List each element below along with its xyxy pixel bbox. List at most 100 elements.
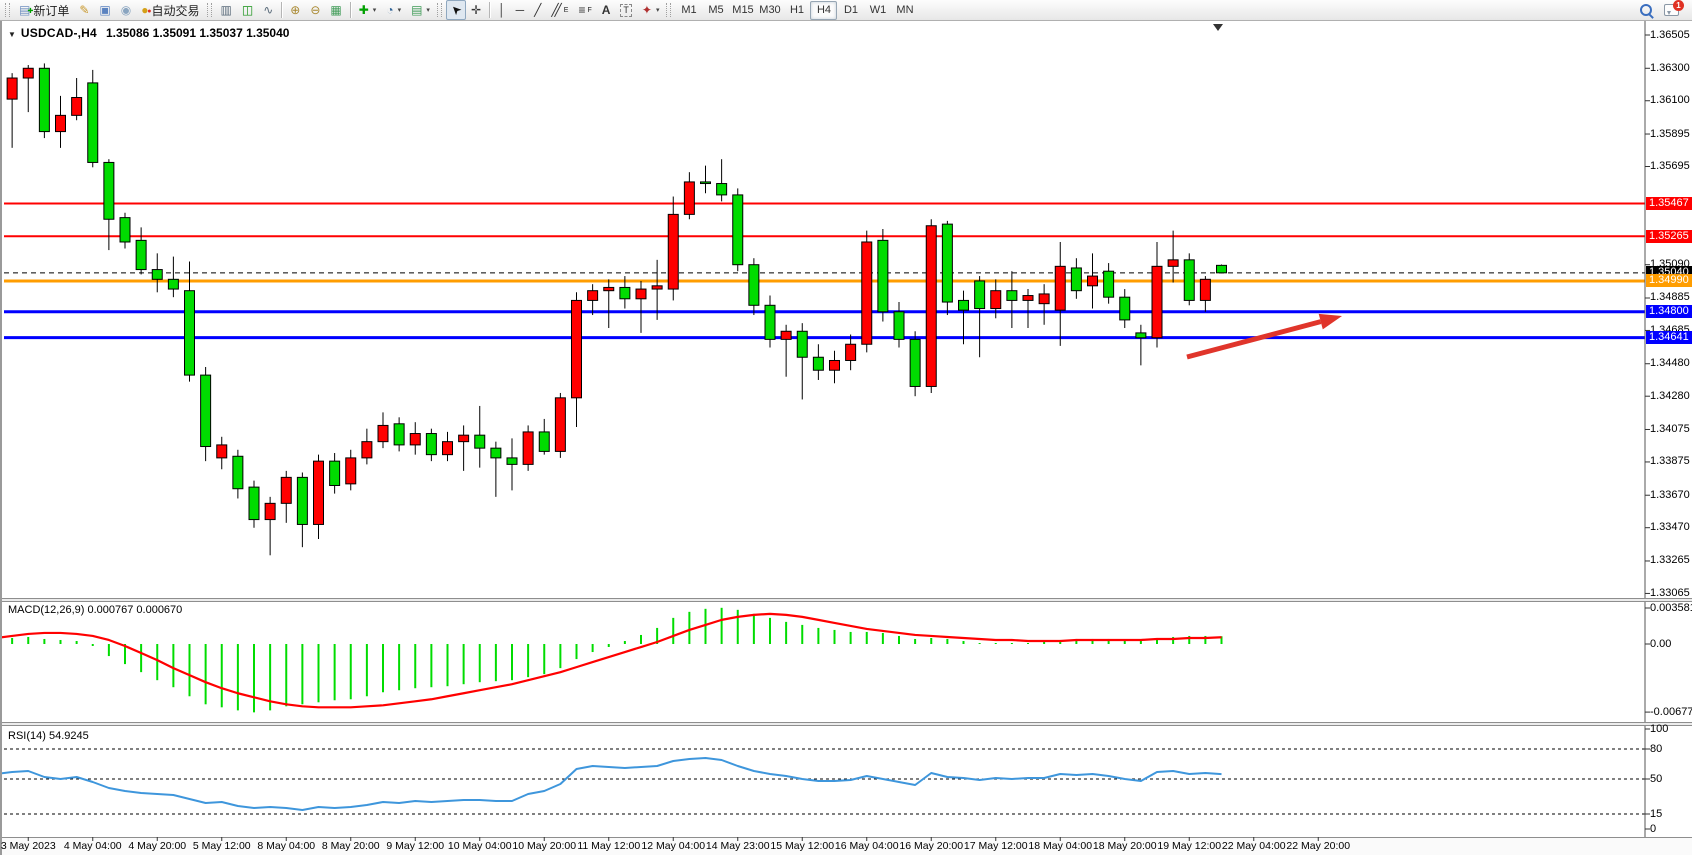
candle: [216, 444, 228, 459]
candle: [748, 264, 760, 306]
crosshair-button[interactable]: ✛: [466, 0, 486, 20]
cursor-button[interactable]: ➤: [445, 0, 466, 20]
price-level-badge: 1.35265: [1646, 229, 1692, 243]
time-axis-label[interactable]: 15 May 12:00: [770, 840, 835, 852]
zoom-out-button[interactable]: ⊖: [305, 0, 325, 20]
pane-splitter-rsi[interactable]: [0, 722, 1692, 726]
price-axis-label: 1.34480: [1650, 357, 1690, 370]
candle: [732, 194, 744, 266]
timeframe-button-h4[interactable]: H4: [810, 0, 838, 20]
candle: [167, 278, 179, 290]
autotrade-label: 自动交易: [151, 3, 200, 18]
candle: [1022, 295, 1034, 301]
pane-splitter-macd[interactable]: [0, 598, 1692, 602]
candle: [345, 457, 357, 485]
time-axis-label[interactable]: 10 May 04:00: [447, 840, 512, 852]
window-left-border: [0, 21, 2, 855]
candle: [1216, 264, 1227, 274]
timeframe-button-m5[interactable]: M5: [708, 3, 724, 16]
candle: [393, 423, 405, 446]
tile-windows-icon: ▦: [330, 3, 342, 17]
timeframe-button-mn[interactable]: MN: [896, 3, 914, 16]
fibonacci-button[interactable]: ≡ F: [578, 3, 592, 17]
time-axis-label[interactable]: 9 May 12:00: [386, 840, 445, 852]
price-axis-label: 1.35695: [1650, 159, 1690, 172]
candle: [990, 290, 1002, 310]
trendline-button[interactable]: ╱: [529, 0, 546, 20]
new-order-button[interactable]: ▤ ✚ 新订单: [14, 0, 74, 20]
time-axis-label[interactable]: 14 May 23:00: [705, 840, 770, 852]
bar-chart-button[interactable]: ▥: [216, 0, 237, 20]
text-button[interactable]: A: [597, 0, 616, 20]
time-axis-label[interactable]: 16 May 04:00: [834, 840, 899, 852]
cursor-icon: ➤: [447, 1, 465, 19]
autotrade-button[interactable]: ● ● 自动交易: [136, 0, 204, 20]
time-axis-label[interactable]: 22 May 04:00: [1221, 840, 1286, 852]
chevron-down-icon: ▾: [426, 7, 430, 14]
candle: [377, 424, 389, 443]
time-axis-label[interactable]: 16 May 20:00: [899, 840, 964, 852]
time-axis-label[interactable]: 11 May 12:00: [577, 840, 641, 852]
timeframe-button-m15[interactable]: M15: [732, 3, 754, 16]
tile-windows-button[interactable]: ▦: [325, 0, 346, 20]
candle: [329, 460, 341, 486]
zoom-in-button[interactable]: ⊕: [285, 0, 305, 20]
time-axis-label[interactable]: 22 May 20:00: [1286, 840, 1351, 852]
time-axis-label[interactable]: 3 May 2023: [0, 840, 56, 852]
chart-ohlc-quote: 1.35086 1.35091 1.35037 1.35040: [105, 26, 290, 40]
toolbar-grip[interactable]: [436, 3, 442, 17]
candle: [780, 330, 792, 340]
candle: [264, 502, 276, 521]
chat-icon[interactable]: 1: [1664, 0, 1684, 16]
time-axis-label[interactable]: 4 May 04:00: [63, 840, 122, 852]
text-label-button[interactable]: T: [615, 0, 637, 20]
toolbar-grip[interactable]: [5, 3, 10, 17]
periods-icon: ◔: [386, 3, 394, 17]
candle: [361, 441, 373, 459]
periods-button[interactable]: ◔ ▾: [381, 0, 406, 20]
price-axis-label: 1.33875: [1650, 455, 1690, 468]
candle: [22, 67, 34, 79]
arrows-button[interactable]: ✦ ▾: [637, 0, 665, 20]
vertical-line-button[interactable]: │: [493, 0, 511, 20]
annotation-arrow-shaft[interactable]: [1186, 319, 1322, 360]
annotation-arrow-head[interactable]: [1318, 313, 1342, 330]
indicators-button[interactable]: ✚ ▾: [354, 0, 382, 20]
time-axis-label[interactable]: 5 May 12:00: [192, 840, 251, 852]
price-axis-label: 1.33670: [1650, 488, 1690, 501]
time-axis-label[interactable]: 4 May 20:00: [128, 840, 187, 852]
timeframe-button-w1[interactable]: W1: [869, 3, 887, 16]
candle: [700, 181, 711, 185]
time-axis-label[interactable]: 18 May 20:00: [1092, 840, 1157, 852]
channel-button[interactable]: ╱╱ E: [551, 3, 569, 17]
time-axis-label[interactable]: 8 May 20:00: [321, 840, 380, 852]
toolbar-grip[interactable]: [666, 3, 672, 17]
search-icon[interactable]: [1640, 4, 1652, 16]
timeframe-button-m1[interactable]: M1: [681, 3, 697, 16]
time-axis-label[interactable]: 19 May 12:00: [1157, 840, 1222, 852]
timeframe-button-h1[interactable]: H1: [789, 3, 805, 16]
toolbar-grip[interactable]: [206, 3, 212, 17]
one-click-trading-toggle[interactable]: ▼: [8, 30, 16, 39]
new-order-label: 新订单: [33, 3, 70, 18]
terminal-button[interactable]: ▣: [94, 0, 115, 20]
line-chart-button[interactable]: ∿: [258, 0, 278, 20]
time-axis-label[interactable]: 10 May 20:00: [512, 840, 577, 852]
timeframe-button-m30[interactable]: M30: [759, 3, 781, 16]
time-axis-label[interactable]: 18 May 04:00: [1028, 840, 1093, 852]
time-axis-label[interactable]: 12 May 04:00: [641, 840, 706, 852]
horizontal-line-button[interactable]: ─: [511, 0, 530, 20]
chart-shift-marker[interactable]: [1213, 24, 1223, 31]
chart-symbol-title: USDCAD-,H4: [20, 26, 97, 40]
signals-button[interactable]: ◉: [116, 0, 136, 20]
candlestick-chart-button[interactable]: ◫: [237, 0, 258, 20]
zoom-out-icon: ⊖: [310, 3, 321, 17]
price-level-badge: 1.34990: [1646, 274, 1692, 288]
timeframe-button-d1[interactable]: D1: [843, 3, 859, 16]
styler-button[interactable]: ✎: [74, 0, 94, 20]
time-axis-label[interactable]: 17 May 12:00: [963, 840, 1028, 852]
templates-button[interactable]: ▤ ▾: [406, 0, 435, 20]
time-axis-label[interactable]: 8 May 04:00: [257, 840, 316, 852]
time-axis-strip[interactable]: [0, 837, 1692, 855]
horizontal-line-icon: ─: [515, 3, 525, 17]
